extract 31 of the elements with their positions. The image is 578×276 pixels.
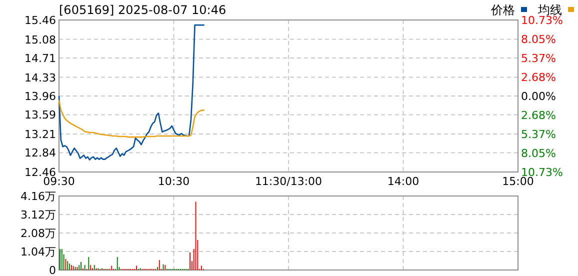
y-tick-label: 15.08: [24, 33, 56, 46]
legend-label: 均线: [537, 3, 562, 17]
y-tick-label: 12.84: [24, 146, 56, 160]
x-tick-label: 09:30: [43, 175, 75, 188]
y-tick-label: 13.59: [24, 108, 56, 122]
y-tick-label: 4.16万: [20, 190, 56, 203]
x-tick-label: 15:00: [502, 175, 534, 188]
line-series: [58, 99, 205, 138]
y2-tick-label: 2.68%: [521, 108, 556, 122]
x-tick-label: 10:30: [158, 175, 190, 188]
y-tick-label: 15.46: [24, 14, 56, 27]
x-tick-label: 14:00: [387, 175, 420, 188]
y-tick-label: 2.08万: [20, 227, 56, 240]
x-tick-label: 11:30/13:00: [254, 175, 322, 188]
y-tick-label: 13.96: [24, 90, 56, 103]
line-series: [58, 24, 205, 160]
y2-tick-label: 8.05%: [521, 32, 556, 46]
legend-label: 价格: [490, 3, 515, 17]
y2-tick-label: 10.73%: [521, 14, 563, 27]
y-tick-label: 13.21: [24, 128, 56, 141]
y-tick-label: 14.33: [24, 71, 56, 84]
y2-tick-label: 5.37%: [521, 52, 556, 65]
y2-tick-label: 0.00%: [521, 90, 556, 103]
y-tick-label: 1.04万: [20, 246, 56, 258]
y2-tick-label: 2.68%: [521, 71, 556, 84]
y-tick-label: 0: [49, 264, 56, 276]
chart-title: [605169] 2025-08-07 10:46: [59, 3, 226, 17]
y2-tick-label: 5.37%: [521, 128, 556, 142]
y2-tick-label: 8.05%: [521, 147, 556, 160]
y-tick-label: 14.71: [24, 52, 56, 65]
y-tick-label: 3.12万: [20, 208, 56, 222]
